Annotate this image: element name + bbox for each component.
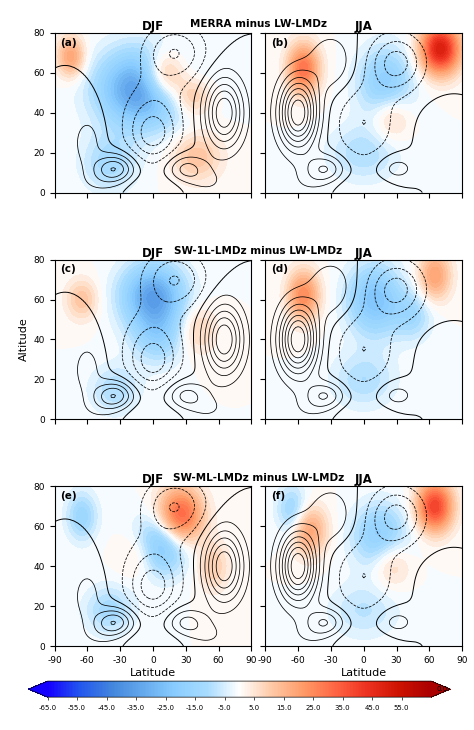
Title: DJF: DJF [142,247,164,260]
X-axis label: Latitude: Latitude [341,667,387,677]
Text: (d): (d) [271,264,288,274]
Text: SW-ML-LMDz minus LW-LMDz: SW-ML-LMDz minus LW-LMDz [173,473,344,483]
Text: (f): (f) [271,491,285,502]
Text: 0.0: 0.0 [437,686,448,692]
Y-axis label: Altitude: Altitude [19,318,29,361]
Text: (b): (b) [271,38,288,47]
Text: (a): (a) [60,38,77,47]
PathPatch shape [28,681,47,697]
Title: JJA: JJA [355,247,373,260]
Title: JJA: JJA [355,20,373,33]
Title: JJA: JJA [355,473,373,486]
Text: (e): (e) [60,491,77,502]
PathPatch shape [431,681,450,697]
Title: DJF: DJF [142,20,164,33]
Text: SW-1L-LMDz minus LW-LMDz: SW-1L-LMDz minus LW-LMDz [174,246,342,256]
X-axis label: Latitude: Latitude [130,667,176,677]
Text: MERRA minus LW-LMDz: MERRA minus LW-LMDz [190,19,327,29]
Text: (c): (c) [60,264,76,274]
Title: DJF: DJF [142,473,164,486]
